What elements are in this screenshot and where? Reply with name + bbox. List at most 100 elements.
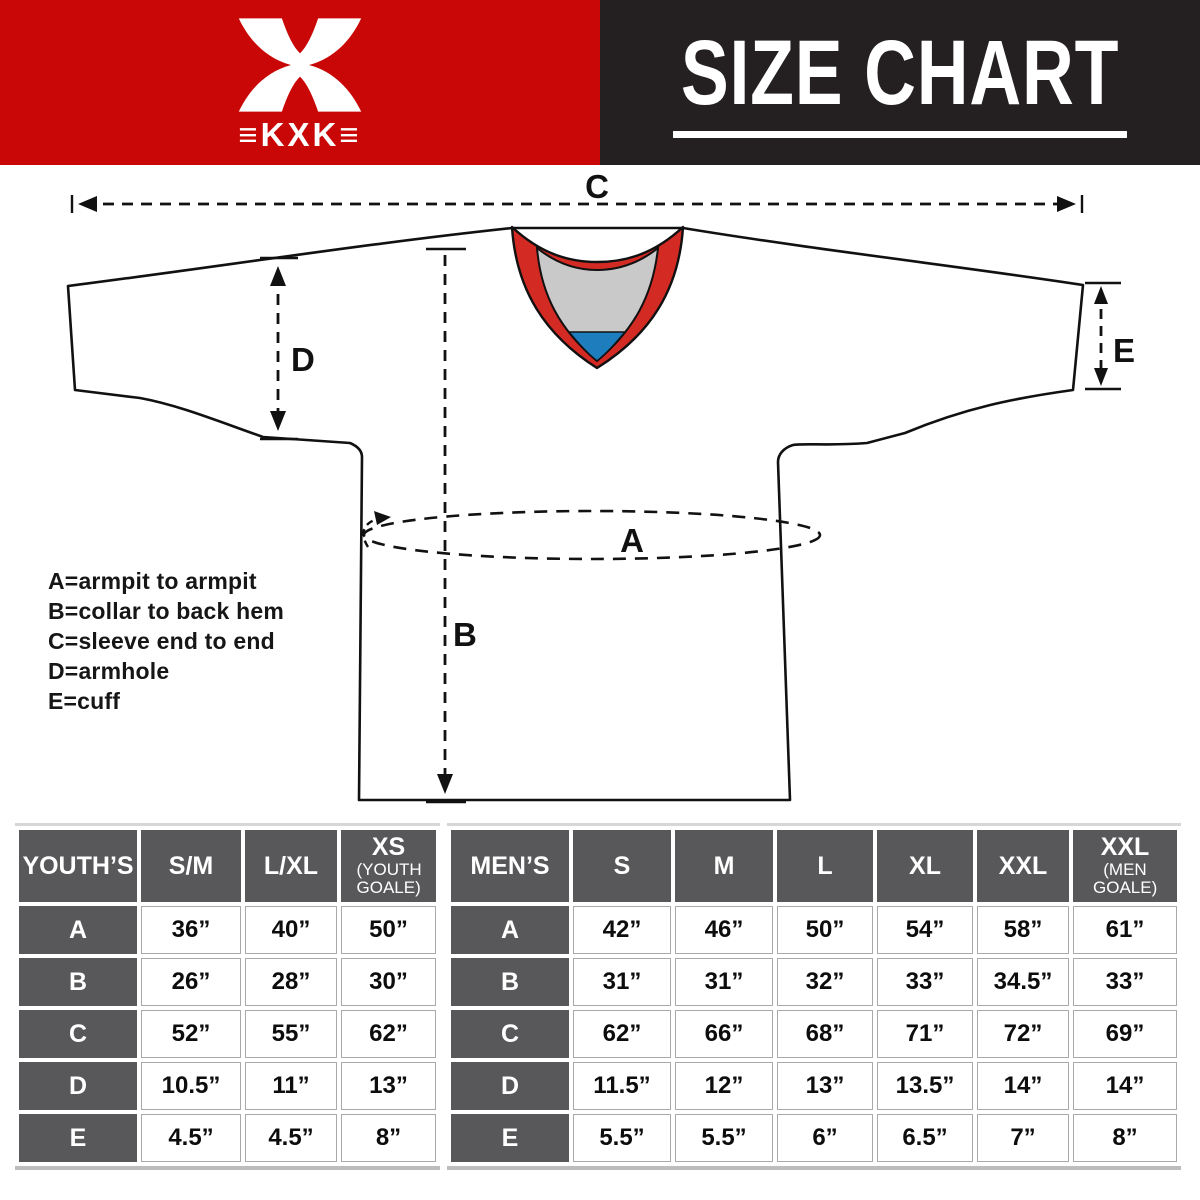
youth-group-header: YOUTH’S	[19, 830, 137, 902]
title-panel: SIZE CHART	[600, 0, 1200, 165]
jersey-measurement-diagram: C D B E A A=armpit to armpit B=collar to…	[0, 165, 1200, 821]
men-d-xxl: 14”	[977, 1062, 1069, 1110]
men-b-l: 32”	[777, 958, 873, 1006]
label-C: C	[585, 168, 609, 205]
men-a-l: 50”	[777, 906, 873, 954]
men-row-e-label: E	[451, 1114, 569, 1162]
men-col-m: M	[675, 830, 773, 902]
men-b-m: 31”	[675, 958, 773, 1006]
youth-header-row: YOUTH’S S/M L/XL XS (YOUTH GOALE)	[19, 830, 436, 902]
legend-line-d: D=armhole	[48, 658, 170, 684]
men-b-xxl: 34.5”	[977, 958, 1069, 1006]
men-header-row: MEN’S S M L XL XXL XXL (MEN GOALE)	[451, 830, 1177, 902]
youth-d-xs: 13”	[341, 1062, 436, 1110]
youth-row-d-label: D	[19, 1062, 137, 1110]
men-col-s: S	[573, 830, 671, 902]
youth-row-e: E 4.5” 4.5” 8”	[19, 1114, 436, 1162]
men-c-xl: 71”	[877, 1010, 973, 1058]
men-col-xl: XL	[877, 830, 973, 902]
youth-e-xs: 8”	[341, 1114, 436, 1162]
youth-size-table: YOUTH’S S/M L/XL XS (YOUTH GOALE) A 36” …	[15, 823, 440, 1170]
kxk-logo-icon	[238, 17, 362, 112]
men-c-xxlg: 69”	[1073, 1010, 1177, 1058]
label-B: B	[453, 616, 477, 653]
men-b-xl: 33”	[877, 958, 973, 1006]
youth-row-c-label: C	[19, 1010, 137, 1058]
men-row-b: B 31” 31” 32” 33” 34.5” 33”	[451, 958, 1177, 1006]
legend-line-b: B=collar to back hem	[48, 598, 284, 624]
jersey-outline	[66, 226, 1085, 802]
men-e-xl: 6.5”	[877, 1114, 973, 1162]
men-size-table: MEN’S S M L XL XXL XXL (MEN GOALE) A 42”…	[447, 823, 1181, 1170]
youth-c-sm: 52”	[141, 1010, 241, 1058]
men-c-s: 62”	[573, 1010, 671, 1058]
legend-line-a: A=armpit to armpit	[48, 568, 257, 594]
brand-logo-text: ≡KXK≡	[238, 115, 362, 153]
men-row-c-label: C	[451, 1010, 569, 1058]
youth-row-e-label: E	[19, 1114, 137, 1162]
youth-b-lxl: 28”	[245, 958, 337, 1006]
men-d-s: 11.5”	[573, 1062, 671, 1110]
youth-col-xs-goalie: XS (YOUTH GOALE)	[341, 830, 436, 902]
men-row-b-label: B	[451, 958, 569, 1006]
measurement-legend: A=armpit to armpit B=collar to back hem …	[48, 566, 284, 716]
label-A: A	[620, 522, 644, 559]
youth-e-sm: 4.5”	[141, 1114, 241, 1162]
men-a-xl: 54”	[877, 906, 973, 954]
men-a-xxl: 58”	[977, 906, 1069, 954]
men-row-a-label: A	[451, 906, 569, 954]
men-b-xxlg: 33”	[1073, 958, 1177, 1006]
label-E: E	[1113, 332, 1135, 369]
youth-d-lxl: 11”	[245, 1062, 337, 1110]
men-e-l: 6”	[777, 1114, 873, 1162]
men-c-xxl: 72”	[977, 1010, 1069, 1058]
men-e-m: 5.5”	[675, 1114, 773, 1162]
youth-col-lxl: L/XL	[245, 830, 337, 902]
page-title: SIZE CHART	[673, 27, 1127, 138]
men-a-m: 46”	[675, 906, 773, 954]
measure-C	[70, 195, 1084, 213]
youth-c-lxl: 55”	[245, 1010, 337, 1058]
youth-col-xs-main: XS	[371, 833, 406, 861]
youth-a-lxl: 40”	[245, 906, 337, 954]
men-c-l: 68”	[777, 1010, 873, 1058]
men-c-m: 66”	[675, 1010, 773, 1058]
men-d-xl: 13.5”	[877, 1062, 973, 1110]
header-banner: ≡KXK≡ SIZE CHART	[0, 0, 1200, 165]
measure-A	[362, 509, 822, 561]
men-col-xxl-goalie-main: XXL	[1100, 833, 1150, 861]
measure-D	[260, 256, 298, 441]
measure-E	[1085, 281, 1121, 391]
men-group-header: MEN’S	[451, 830, 569, 902]
youth-row-b-label: B	[19, 958, 137, 1006]
youth-row-a-label: A	[19, 906, 137, 954]
youth-c-xs: 62”	[341, 1010, 436, 1058]
youth-a-sm: 36”	[141, 906, 241, 954]
men-b-s: 31”	[573, 958, 671, 1006]
youth-e-lxl: 4.5”	[245, 1114, 337, 1162]
collar-blue-insert	[567, 331, 627, 363]
youth-row-a: A 36” 40” 50”	[19, 906, 436, 954]
men-a-xxlg: 61”	[1073, 906, 1177, 954]
men-row-d-label: D	[451, 1062, 569, 1110]
measure-B	[426, 247, 466, 804]
men-d-m: 12”	[675, 1062, 773, 1110]
men-d-xxlg: 14”	[1073, 1062, 1177, 1110]
youth-b-sm: 26”	[141, 958, 241, 1006]
youth-row-b: B 26” 28” 30”	[19, 958, 436, 1006]
men-row-e: E 5.5” 5.5” 6” 6.5” 7” 8”	[451, 1114, 1177, 1162]
men-col-xxl-goalie-sub: (MEN GOALE)	[1093, 860, 1158, 897]
men-e-xxlg: 8”	[1073, 1114, 1177, 1162]
men-col-l: L	[777, 830, 873, 902]
men-row-c: C 62” 66” 68” 71” 72” 69”	[451, 1010, 1177, 1058]
jersey-diagram-svg: C D B E A	[66, 168, 1135, 804]
size-tables: YOUTH’S S/M L/XL XS (YOUTH GOALE) A 36” …	[15, 823, 1200, 1170]
youth-row-c: C 52” 55” 62”	[19, 1010, 436, 1058]
men-e-xxl: 7”	[977, 1114, 1069, 1162]
men-col-xxl-goalie: XXL (MEN GOALE)	[1073, 830, 1177, 902]
men-row-d: D 11.5” 12” 13” 13.5” 14” 14”	[451, 1062, 1177, 1110]
youth-d-sm: 10.5”	[141, 1062, 241, 1110]
label-D: D	[291, 341, 315, 378]
youth-b-xs: 30”	[341, 958, 436, 1006]
